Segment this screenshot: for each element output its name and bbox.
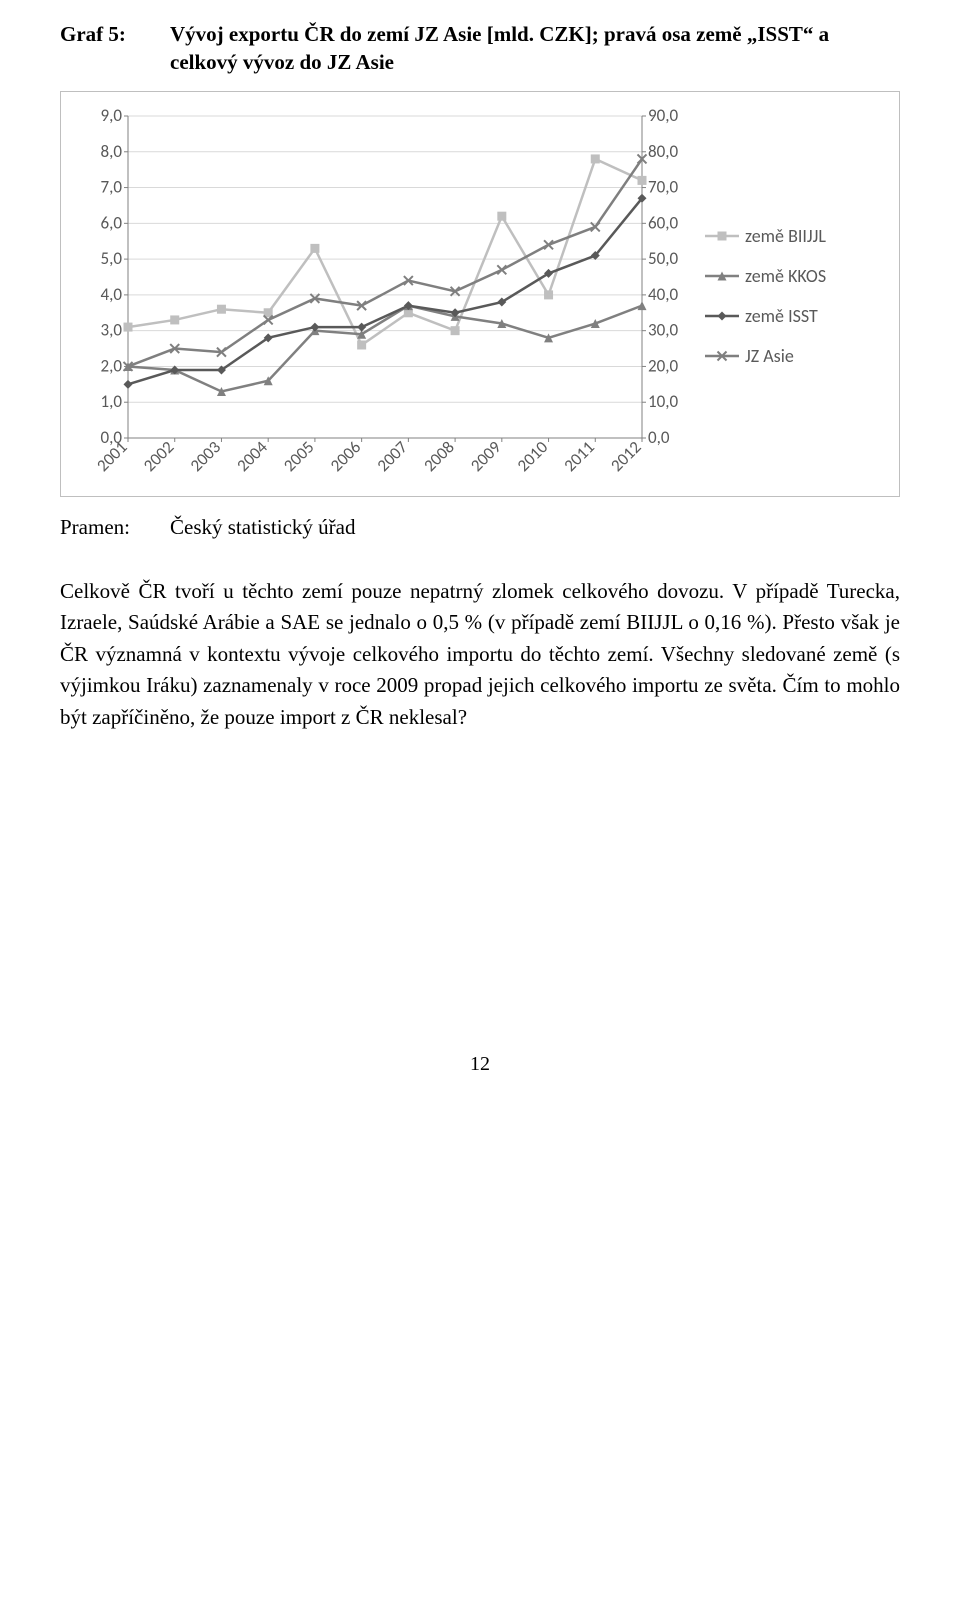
legend-item: JZ Asie <box>705 345 885 367</box>
legend-label: země BIIJJL <box>745 225 826 247</box>
legend-label: země KKOS <box>745 265 826 287</box>
svg-text:70,0: 70,0 <box>648 176 678 197</box>
svg-text:1,0: 1,0 <box>101 391 123 412</box>
body-paragraph: Celkově ČR tvoří u těchto zemí pouze nep… <box>60 576 900 734</box>
svg-text:80,0: 80,0 <box>648 140 678 161</box>
legend-swatch <box>705 267 739 285</box>
legend-item: země KKOS <box>705 265 885 287</box>
svg-text:4,0: 4,0 <box>101 284 123 305</box>
legend-item: země ISST <box>705 305 885 327</box>
chart-legend: země BIIJJL země KKOS země ISST JZ Asie <box>695 106 885 486</box>
svg-text:6,0: 6,0 <box>101 212 123 233</box>
svg-text:8,0: 8,0 <box>101 140 123 161</box>
source-row: Pramen: Český statistický úřad <box>60 515 900 540</box>
svg-text:0,0: 0,0 <box>648 427 670 448</box>
chart-title-text: Vývoj exportu ČR do zemí JZ Asie [mld. C… <box>170 20 900 77</box>
svg-text:3,0: 3,0 <box>101 319 123 340</box>
chart-title-row: Graf 5: Vývoj exportu ČR do zemí JZ Asie… <box>60 20 900 77</box>
svg-text:9,0: 9,0 <box>101 106 123 126</box>
svg-text:50,0: 50,0 <box>648 248 678 269</box>
legend-label: země ISST <box>745 305 818 327</box>
legend-item: země BIIJJL <box>705 225 885 247</box>
svg-text:30,0: 30,0 <box>648 319 678 340</box>
legend-swatch <box>705 347 739 365</box>
svg-text:20,0: 20,0 <box>648 355 678 376</box>
svg-text:90,0: 90,0 <box>648 106 678 126</box>
chart-frame: 0,00,01,010,02,020,03,030,04,040,05,050,… <box>60 91 900 497</box>
chart-title-label: Graf 5: <box>60 20 170 48</box>
page-number: 12 <box>60 1053 900 1076</box>
svg-text:40,0: 40,0 <box>648 284 678 305</box>
svg-text:2,0: 2,0 <box>101 355 123 376</box>
line-chart: 0,00,01,010,02,020,03,030,04,040,05,050,… <box>75 106 695 486</box>
legend-swatch <box>705 307 739 325</box>
svg-text:5,0: 5,0 <box>101 248 123 269</box>
svg-text:7,0: 7,0 <box>101 176 123 197</box>
legend-label: JZ Asie <box>745 345 794 367</box>
source-label: Pramen: <box>60 515 170 540</box>
svg-text:10,0: 10,0 <box>648 391 678 412</box>
svg-text:60,0: 60,0 <box>648 212 678 233</box>
legend-swatch <box>705 227 739 245</box>
source-text: Český statistický úřad <box>170 515 355 540</box>
